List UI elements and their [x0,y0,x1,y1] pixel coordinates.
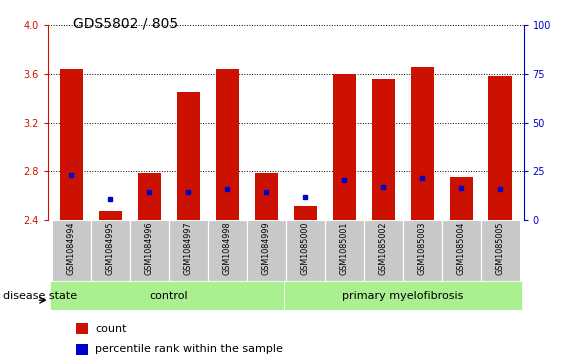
Bar [481,220,520,281]
Bar [208,220,247,281]
Bar [77,323,88,334]
Text: GSM1084999: GSM1084999 [262,221,271,275]
Bar [129,220,169,281]
Text: count: count [96,323,127,334]
Text: GSM1084995: GSM1084995 [106,221,115,275]
Bar [50,281,284,310]
Bar [169,220,208,281]
Bar [254,174,278,220]
Text: disease state: disease state [3,291,77,301]
Bar [410,67,434,220]
Text: GSM1085004: GSM1085004 [457,221,466,275]
Bar [364,220,403,281]
Text: primary myelofibrosis: primary myelofibrosis [342,291,463,301]
Bar [60,69,83,220]
Text: GSM1085002: GSM1085002 [379,221,388,275]
Bar [442,220,481,281]
Bar [293,206,317,220]
Bar [284,281,522,310]
Bar [489,76,512,220]
Text: GSM1085005: GSM1085005 [495,221,504,275]
Text: GDS5802 / 805: GDS5802 / 805 [73,16,178,30]
Text: GSM1085000: GSM1085000 [301,221,310,275]
Text: control: control [149,291,188,301]
Bar [99,211,122,220]
Text: GSM1084997: GSM1084997 [184,221,193,275]
Text: GSM1084998: GSM1084998 [223,221,232,275]
Text: GSM1084996: GSM1084996 [145,221,154,275]
Bar [137,174,161,220]
Bar [372,79,395,220]
Bar [449,177,473,220]
Bar [177,92,200,220]
Text: GSM1085001: GSM1085001 [339,221,348,275]
Bar [325,220,364,281]
Bar [247,220,285,281]
Text: percentile rank within the sample: percentile rank within the sample [96,344,283,354]
Bar [91,220,129,281]
Bar [403,220,442,281]
Bar [52,220,91,281]
Bar [77,344,88,355]
Text: GSM1084994: GSM1084994 [67,221,76,275]
Bar [285,220,325,281]
Bar [333,74,356,220]
Bar [216,69,239,220]
Text: GSM1085003: GSM1085003 [418,221,427,275]
